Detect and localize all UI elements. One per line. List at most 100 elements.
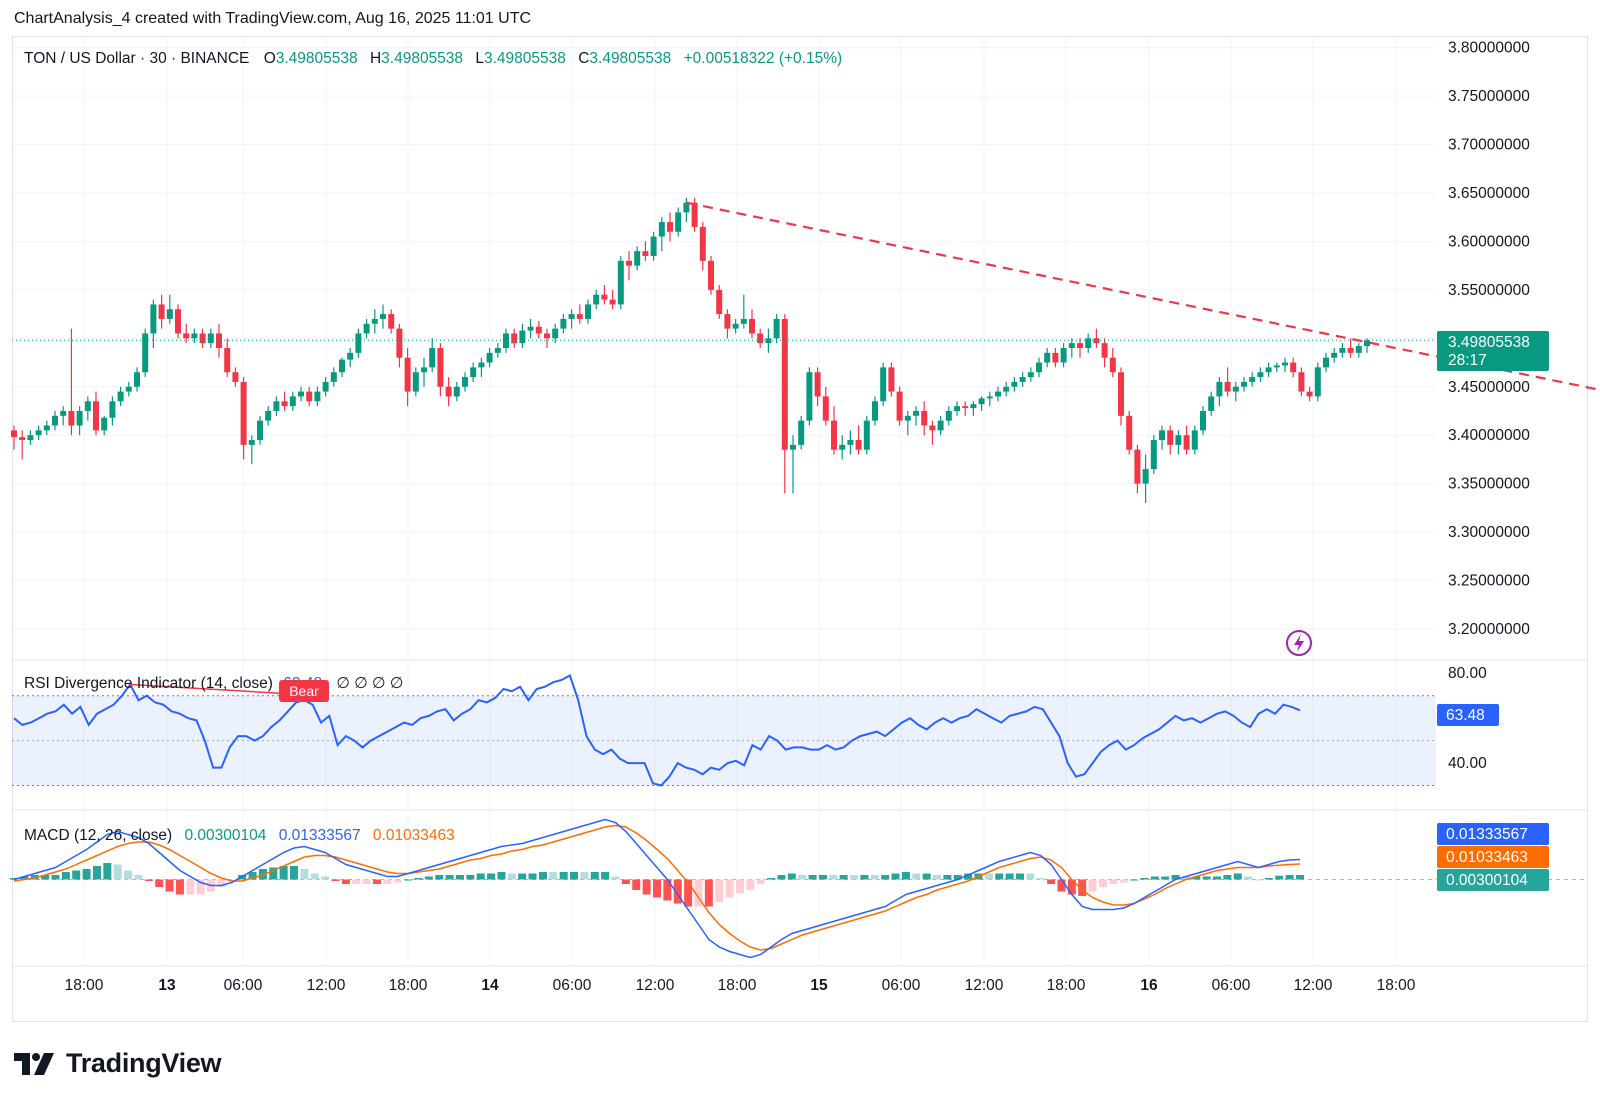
time-axis-label: 06:00 (553, 977, 592, 994)
tradingview-logo[interactable]: TradingView (14, 1048, 222, 1079)
candle-body (183, 333, 190, 339)
macd-hist-value: 0.00300104 (184, 827, 266, 844)
macd-histogram-bar (590, 872, 599, 880)
candle-body (478, 362, 485, 368)
macd-histogram-bar (1140, 878, 1149, 880)
price-axis-label: 3.65000000 (1448, 185, 1530, 202)
macd-histogram-bar (476, 873, 485, 880)
macd-histogram-bar (943, 875, 952, 880)
macd-histogram-bar (632, 879, 641, 890)
macd-histogram-bar (175, 879, 184, 895)
macd-histogram-bar (310, 873, 319, 880)
time-axis-label: 14 (481, 977, 499, 994)
macd-histogram-bar (124, 870, 133, 880)
symbol-legend: TON / US Dollar · 30 · BINANCE O3.498055… (24, 50, 842, 67)
candle-body (699, 226, 706, 261)
candle-body (970, 404, 977, 409)
candle-body (199, 333, 206, 344)
candle-body (248, 440, 255, 445)
macd-histogram-bar (1109, 879, 1118, 884)
price-axis-label: 3.75000000 (1448, 88, 1530, 105)
candle-body (519, 330, 526, 344)
macd-histogram-bar (186, 879, 195, 895)
candle-body (347, 352, 354, 360)
candle-body (527, 326, 534, 331)
macd-histogram-bar (1223, 875, 1232, 880)
candle-body (1126, 415, 1133, 450)
macd-histogram-bar (113, 864, 122, 880)
candle-body (43, 425, 50, 431)
macd-line-value: 0.01333567 (279, 827, 361, 844)
candle-body (84, 401, 91, 411)
macd-histogram-bar (881, 875, 890, 880)
macd-histogram-bar (1150, 876, 1159, 880)
rsi-badge-text: 63.48 (1446, 707, 1485, 724)
macd-histogram-bar (424, 876, 433, 880)
macd-histogram-bar (466, 875, 475, 880)
macd-histogram-bar (341, 879, 350, 884)
candle-body (1241, 381, 1247, 387)
candle-body (945, 410, 952, 421)
candle-body (1077, 343, 1083, 348)
close-value: 3.49805538 (589, 50, 671, 67)
price-axis-label: 3.35000000 (1448, 476, 1530, 493)
macd-histogram-bar (964, 873, 973, 880)
candle-body (216, 333, 222, 348)
candle-body (1364, 340, 1370, 347)
macd-signal-line (13, 824, 1301, 951)
macd-histogram-bar (20, 876, 29, 880)
macd-histogram-bar (393, 879, 402, 883)
candle-body (1314, 367, 1321, 397)
candle-body (396, 328, 403, 358)
rsi-axis-label: 40.00 (1448, 755, 1487, 772)
macd-histogram-bar (1192, 876, 1201, 880)
candle-body (52, 415, 58, 426)
candle-body (224, 348, 231, 373)
macd-legend: MACD (12, 26, close) 0.00300104 0.013335… (24, 827, 455, 844)
candle-body (1060, 348, 1067, 363)
macd-histogram-bar (196, 879, 205, 895)
macd-histogram-bar (570, 872, 579, 880)
candle-body (412, 372, 419, 392)
macd-histogram-bar (383, 879, 392, 884)
candle-body (117, 391, 124, 402)
candle-body (1036, 362, 1042, 373)
candle-body (642, 251, 649, 256)
chart-canvas[interactable]: 18:00 13 06:00 12:00 18:00 14 06:00 12:00 18:00 1… (0, 0, 1600, 1040)
last-price-text: 3.49805538 (1448, 334, 1530, 351)
macd-histogram-bar (912, 873, 921, 880)
macd-title: MACD (12, 26, close) (24, 827, 172, 844)
chart-caption: ChartAnalysis_4 created with TradingView… (14, 10, 532, 27)
macd-histogram-bar (248, 872, 257, 880)
candle-body (675, 212, 682, 232)
price-axis-label: 3.80000000 (1448, 40, 1530, 57)
time-axis-label: 16 (1140, 977, 1158, 994)
lightning-icon[interactable] (1286, 630, 1312, 656)
candle-body (1019, 377, 1026, 382)
candle-body (691, 202, 698, 227)
candle-body (511, 333, 518, 344)
candle-body (683, 202, 690, 213)
candle-body (109, 401, 116, 418)
time-axis-label: 06:00 (882, 977, 921, 994)
candle-body (429, 348, 436, 368)
candle-body (1101, 343, 1108, 358)
macd-histogram-bar (1005, 873, 1014, 880)
macd-histogram-bar (559, 872, 568, 880)
candle-body (1339, 348, 1346, 353)
macd-histogram-bar (269, 867, 278, 880)
candle-body (306, 391, 313, 402)
macd-histogram-bar (1275, 875, 1284, 880)
macd-line-badge-text: 0.01333567 (1446, 826, 1528, 843)
open-value: 3.49805538 (276, 50, 358, 67)
price-axis-label: 3.45000000 (1448, 379, 1530, 396)
macd-histogram-bar (1015, 873, 1024, 880)
logo-text: TradingView (66, 1048, 222, 1078)
candle-body (1191, 430, 1198, 450)
candle-body (330, 372, 337, 382)
macd-histogram-bar (663, 879, 672, 901)
candle-body (872, 401, 878, 421)
candle-body (322, 381, 329, 392)
macd-histogram-bar (922, 873, 931, 880)
macd-histogram-bar (1036, 878, 1045, 880)
